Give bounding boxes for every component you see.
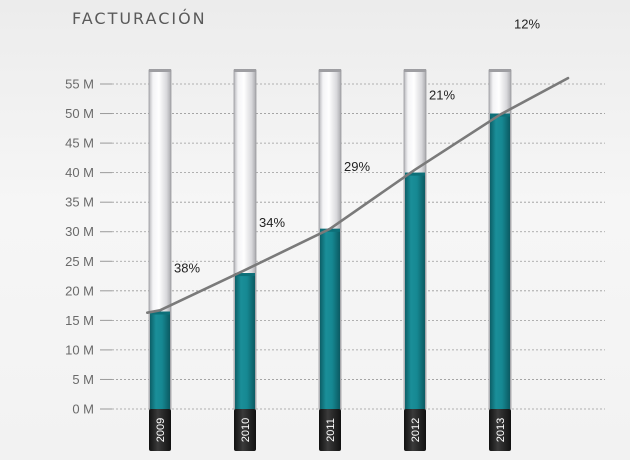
bar-group: 2010 (233, 69, 257, 451)
bar (150, 311, 170, 409)
x-tick-label: 2010 (240, 418, 252, 442)
growth-label: 38% (174, 261, 200, 276)
trend-line (146, 76, 570, 315)
bar-tube-cap (149, 69, 171, 72)
y-tick-label: 0 M (72, 402, 94, 417)
bar-top (405, 172, 425, 176)
y-tick-label: 5 M (72, 372, 94, 387)
x-tick-label: 2012 (410, 418, 422, 442)
growth-label: 21% (429, 88, 455, 103)
bar-base (234, 409, 256, 451)
bar-group: 2011 (318, 69, 342, 451)
bar-tube-cap (489, 69, 511, 72)
y-tick-label: 40 M (65, 165, 94, 180)
x-tick-label: 2009 (155, 418, 167, 442)
chart-title: FACTURACIÓN (72, 9, 207, 28)
y-tick-label: 45 M (65, 136, 94, 151)
y-tick-label: 15 M (65, 313, 94, 328)
y-tick-label: 20 M (65, 283, 94, 298)
y-tick-label: 50 M (65, 106, 94, 121)
bar (405, 172, 425, 409)
bar (320, 228, 340, 409)
bar-base (489, 409, 511, 451)
bar-group: 2013 (488, 69, 512, 451)
bar (490, 113, 510, 409)
x-tick-label: 2011 (325, 418, 337, 442)
bar (235, 273, 255, 409)
growth-label: 34% (259, 215, 285, 230)
bar-group: 2009 (148, 69, 172, 451)
y-tick-label: 25 M (65, 254, 94, 269)
x-tick-label: 2013 (495, 418, 507, 442)
growth-label: 29% (344, 159, 370, 174)
y-tick-label: 30 M (65, 224, 94, 239)
bar-tube-cap (234, 69, 256, 72)
bar-top (235, 273, 255, 277)
bar-group: 2012 (403, 69, 427, 451)
bar-top (320, 228, 340, 232)
growth-label: 12% (514, 17, 540, 32)
bar-tube-cap (319, 69, 341, 72)
bar-base (404, 409, 426, 451)
y-tick-label: 10 M (65, 342, 94, 357)
bar-base (149, 409, 171, 451)
y-tick-label: 55 M (65, 77, 94, 92)
bar-base (319, 409, 341, 451)
y-tick-label: 35 M (65, 195, 94, 210)
bar-tube-cap (404, 69, 426, 72)
bar-top (150, 311, 170, 315)
